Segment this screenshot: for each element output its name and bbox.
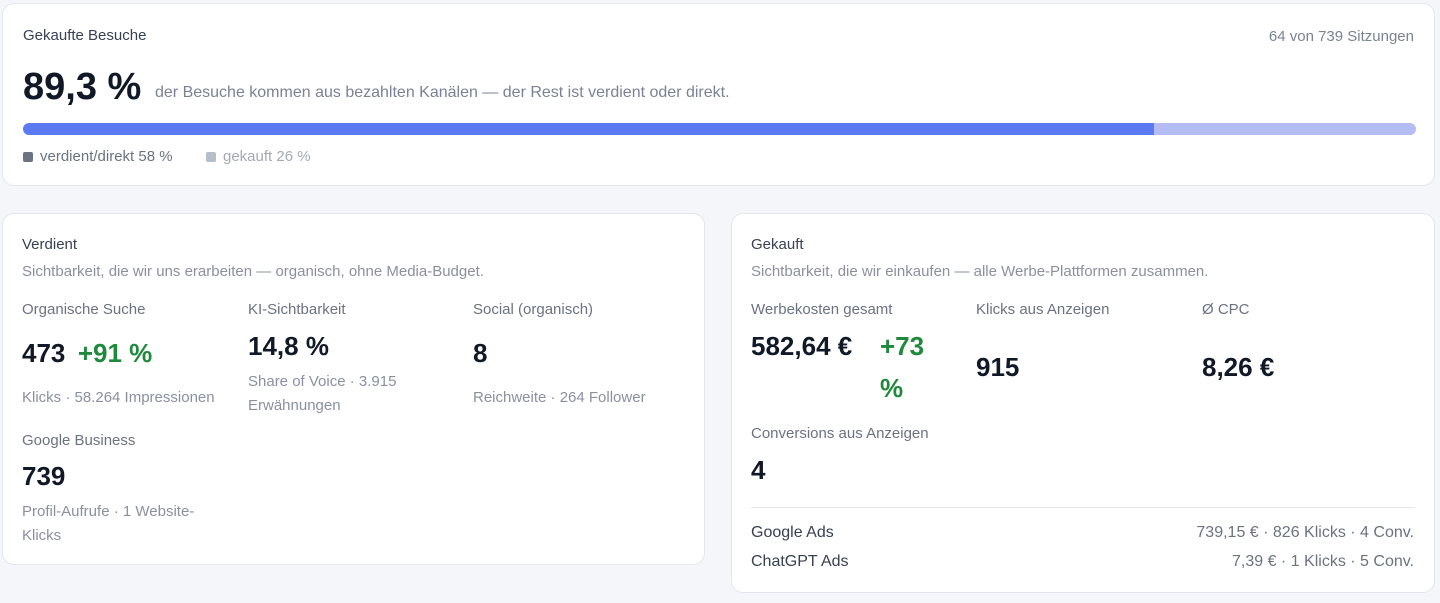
metric-value-cpc: 8,26 € bbox=[1202, 352, 1275, 382]
metric-detail: Share of Voice · 3.915 Erwähnungen bbox=[248, 373, 397, 414]
legend-swatch bbox=[206, 151, 216, 162]
metric-value-social: 8 bbox=[473, 338, 488, 368]
metric-label-cpc: Ø CPC bbox=[1202, 301, 1250, 318]
metric-value-organic-search: 473 +91 % bbox=[22, 338, 152, 369]
metric-value-google-business: 739 bbox=[22, 461, 66, 491]
legend-item-earned: verdient/direkt 58 % bbox=[23, 148, 173, 165]
metric-label-ad-spend: Werbekosten gesamt bbox=[751, 301, 893, 318]
metric-value-ad-spend: 582,64 € bbox=[751, 331, 853, 361]
metric-detail: Reichweite · 264 Follower bbox=[473, 389, 646, 406]
metric-delta-unit: % bbox=[880, 373, 904, 403]
metric-label-organic-search: Organische Suche bbox=[22, 301, 146, 318]
paid-share-bar-fill bbox=[23, 123, 1155, 135]
metric-delta: +91 % bbox=[77, 338, 153, 368]
card-subtitle: Sichtbarkeit, die wir einkaufen — alle W… bbox=[751, 263, 1209, 280]
channel-stats-google-ads: 739,15 € · 826 Klicks · 4 Conv. bbox=[1196, 524, 1414, 541]
card-title: Verdient bbox=[22, 236, 78, 253]
metric-label-conversions: Conversions aus Anzeigen bbox=[751, 425, 929, 442]
sessions-count: 64 von 739 Sitzungen bbox=[1268, 28, 1414, 45]
legend-label: gekauft 26 % bbox=[223, 148, 311, 165]
metric-detail: Profil-Aufrufe · 1 Website-Klicks bbox=[22, 503, 195, 544]
metric-detail: Klicks · 58.264 Impressionen bbox=[22, 389, 215, 406]
paid-share-bar bbox=[23, 123, 1416, 135]
divider bbox=[751, 507, 1415, 508]
channel-stats-chatgpt-ads: 7,39 € · 1 Klicks · 5 Conv. bbox=[1232, 553, 1414, 570]
paid-share-value: 89,3 % bbox=[23, 66, 142, 108]
legend-swatch bbox=[23, 151, 33, 162]
card-title: Gekauft bbox=[751, 236, 804, 253]
card-subtitle: Sichtbarkeit, die wir uns erarbeiten — o… bbox=[22, 263, 484, 280]
earned-card: Verdient Sichtbarkeit, die wir uns erarb… bbox=[2, 213, 705, 565]
channel-name-google-ads: Google Ads bbox=[751, 524, 834, 541]
paid-visits-card: Gekaufte Besuche 64 von 739 Sitzungen 89… bbox=[2, 3, 1435, 186]
metric-value-ai-visibility: 14,8 % bbox=[248, 331, 329, 361]
channel-name-chatgpt-ads: ChatGPT Ads bbox=[751, 553, 849, 570]
metric-label-ai-visibility: KI-Sichtbarkeit bbox=[248, 301, 346, 318]
legend-item-paid: gekauft 26 % bbox=[206, 148, 311, 165]
metric-delta: +73 bbox=[880, 331, 925, 361]
card-title: Gekaufte Besuche bbox=[23, 27, 147, 44]
metric-label-google-business: Google Business bbox=[22, 432, 136, 449]
paid-share-description: der Besuche kommen aus bezahlten Kanälen… bbox=[155, 84, 730, 101]
metric-label-ad-clicks: Klicks aus Anzeigen bbox=[976, 301, 1110, 318]
metric-value-conversions: 4 bbox=[751, 455, 766, 485]
metric-value-ad-clicks: 915 bbox=[976, 352, 1020, 382]
metric-value: 473 bbox=[22, 338, 66, 368]
paid-card: Gekauft Sichtbarkeit, die wir einkaufen … bbox=[731, 213, 1435, 593]
legend-label: verdient/direkt 58 % bbox=[40, 148, 173, 165]
metric-label-social: Social (organisch) bbox=[473, 301, 594, 318]
